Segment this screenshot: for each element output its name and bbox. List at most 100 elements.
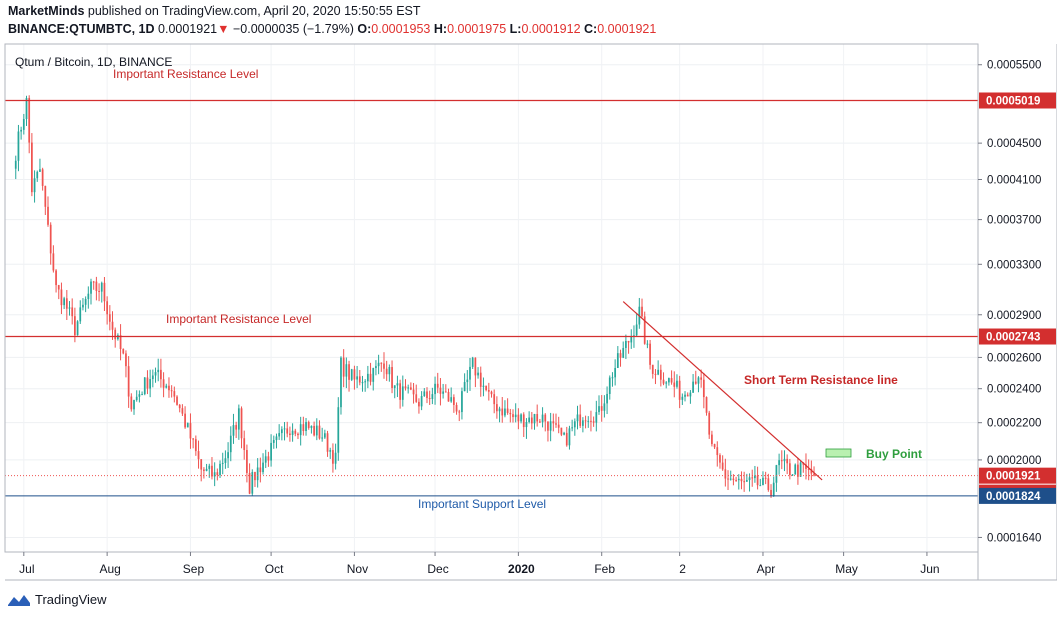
candle-body	[143, 377, 146, 395]
candle-body	[643, 316, 646, 344]
tradingview-brand: TradingView	[35, 592, 107, 607]
candle-body	[197, 451, 200, 460]
candle-body	[366, 373, 369, 382]
candle-body	[98, 290, 100, 292]
candle-body	[65, 298, 68, 309]
price-tag-label: 0.0005019	[986, 95, 1040, 107]
candle-body	[805, 464, 807, 469]
candle-body	[702, 379, 705, 398]
candle-body	[651, 364, 654, 374]
candle-body	[39, 169, 41, 172]
candle-body	[786, 458, 789, 464]
candle-body	[412, 389, 415, 395]
candle-body	[57, 285, 60, 290]
candle-body	[14, 160, 17, 169]
candle-body	[474, 357, 477, 376]
candle-body	[345, 364, 348, 377]
candle-body	[323, 433, 326, 438]
candle-body	[721, 462, 724, 470]
buy-point-label: Buy Point	[866, 447, 922, 461]
candle-body	[55, 270, 57, 286]
candle-body	[146, 377, 149, 389]
candle-body	[423, 391, 426, 397]
candle-body	[194, 439, 197, 452]
candle-body	[549, 421, 552, 431]
price-tag	[979, 328, 1056, 345]
candle-body	[530, 417, 533, 424]
candle-body	[442, 391, 444, 394]
x-tick-label: Aug	[99, 562, 120, 576]
candle-body	[807, 468, 810, 470]
candle-body	[404, 386, 407, 389]
tradingview-footer[interactable]: TradingView	[7, 592, 107, 607]
candle-body	[506, 408, 509, 413]
candle-body	[25, 97, 28, 119]
candle-body	[84, 299, 87, 305]
candle-body	[619, 353, 622, 358]
candle-body	[162, 379, 165, 388]
candle-body	[100, 282, 103, 292]
candle-body	[724, 469, 727, 479]
candle-body	[665, 382, 668, 384]
candle-body	[764, 477, 767, 479]
candle-body	[294, 430, 297, 434]
resistance-mid-label: Important Resistance Level	[166, 312, 311, 326]
candle-body	[568, 428, 571, 446]
candle-body	[582, 420, 584, 426]
candle-body	[444, 391, 447, 393]
candle-body	[122, 348, 125, 354]
candle-body	[783, 458, 786, 462]
candle-body	[302, 424, 305, 432]
x-tick-label: Dec	[427, 562, 448, 576]
candle-body	[603, 403, 606, 411]
price-axis[interactable]: 0.0005500 0.0004500 0.0004100 0.0003700 0.00…	[978, 60, 1056, 545]
candle-body	[396, 383, 399, 386]
resistance-top-label: Important Resistance Level	[113, 67, 258, 81]
author-name[interactable]: MarketMinds	[8, 4, 85, 18]
candle-body	[654, 373, 657, 375]
candle-body	[184, 413, 186, 428]
candle-body	[598, 406, 600, 413]
y-tick-label: 0.0005500	[987, 60, 1041, 72]
candle-body	[160, 369, 162, 380]
candle-body	[590, 420, 592, 422]
candle-body	[646, 343, 649, 345]
y-tick-label: 0.0002600	[987, 352, 1041, 364]
candle-body	[673, 382, 676, 387]
candle-body	[232, 425, 235, 436]
candle-body	[275, 436, 278, 441]
candle-body	[291, 430, 294, 435]
candle-body	[737, 478, 740, 481]
candle-body	[399, 383, 401, 400]
candle-body	[221, 462, 224, 464]
candle-body	[350, 369, 353, 380]
candle-body	[539, 421, 541, 423]
candle-body	[751, 477, 754, 479]
candle-body	[512, 414, 514, 418]
candle-body	[770, 489, 772, 496]
candle-body	[487, 390, 490, 392]
candle-body	[611, 377, 614, 379]
candle-body	[813, 473, 815, 476]
candle-body	[482, 385, 485, 387]
candle-body	[71, 307, 74, 317]
candle-series	[14, 95, 815, 498]
candle-body	[794, 464, 797, 475]
candle-body	[689, 392, 692, 397]
candle-body	[780, 460, 783, 462]
candle-body	[213, 472, 216, 477]
candle-body	[334, 452, 337, 464]
candle-body	[297, 433, 299, 436]
chart-frame	[4, 43, 1057, 581]
close-label: C:	[584, 22, 598, 36]
candle-body	[436, 383, 439, 388]
candle-body	[68, 307, 71, 309]
candle-body	[493, 394, 496, 405]
candle-body	[670, 378, 673, 383]
time-axis[interactable]: Jul Aug Sep Oct Nov Dec 2020 Feb 2 Apr May Jun	[19, 552, 940, 576]
candle-body	[391, 367, 393, 388]
candle-body	[130, 396, 133, 410]
candle-body	[76, 321, 79, 336]
candle-body	[321, 437, 324, 439]
